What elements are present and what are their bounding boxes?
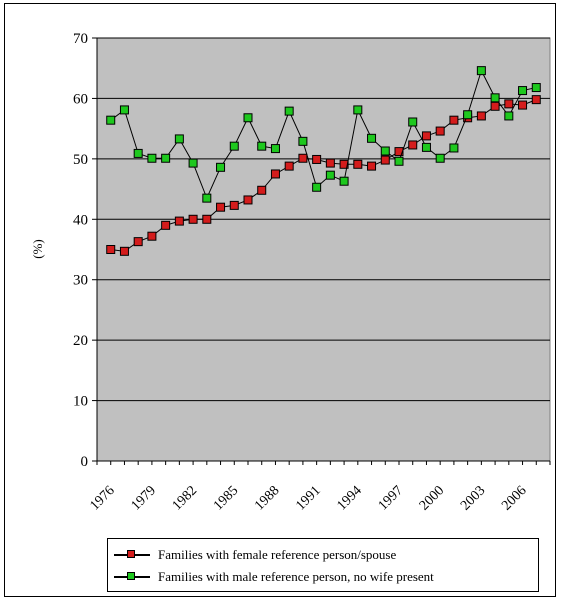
data-point-1 — [161, 153, 171, 163]
data-point-0 — [243, 195, 253, 205]
data-point-0 — [339, 159, 349, 169]
data-point-1 — [408, 117, 418, 127]
y-tick-label: 70 — [73, 31, 88, 47]
series — [106, 66, 541, 256]
data-point-1 — [394, 156, 404, 166]
data-point-0 — [325, 158, 335, 168]
data-point-1 — [476, 66, 486, 76]
data-point-0 — [531, 95, 541, 105]
x-tick-label: 1976 — [87, 483, 117, 513]
legend-line-male — [114, 572, 150, 580]
data-point-1 — [202, 193, 212, 203]
data-point-1 — [243, 113, 253, 123]
data-point-0 — [188, 214, 198, 224]
data-point-1 — [325, 170, 335, 180]
data-point-1 — [257, 141, 267, 151]
data-point-0 — [504, 99, 514, 109]
legend: Families with female reference person/sp… — [107, 538, 539, 592]
chart-frame — [4, 3, 556, 597]
data-point-0 — [421, 131, 431, 141]
x-tick-label: 2006 — [499, 483, 529, 513]
data-point-0 — [490, 101, 500, 111]
gridlines — [97, 37, 550, 402]
data-point-0 — [161, 220, 171, 230]
data-point-1 — [463, 110, 473, 120]
data-point-0 — [284, 161, 294, 171]
data-point-1 — [531, 83, 541, 93]
data-point-1 — [188, 158, 198, 168]
data-point-1 — [518, 86, 528, 96]
data-point-0 — [435, 126, 445, 136]
data-point-0 — [476, 111, 486, 121]
legend-item-female: Families with female reference person/sp… — [114, 546, 396, 564]
data-point-1 — [421, 142, 431, 152]
data-point-0 — [312, 154, 322, 164]
y-tick-label: 50 — [73, 152, 88, 168]
data-point-1 — [174, 134, 184, 144]
data-point-0 — [270, 169, 280, 179]
data-point-0 — [380, 155, 390, 165]
data-point-1 — [229, 141, 239, 151]
legend-label-male: Families with male reference person, no … — [158, 569, 434, 584]
legend-line-female — [114, 550, 150, 558]
data-point-1 — [490, 93, 500, 103]
x-tick-label: 1982 — [170, 483, 200, 513]
x-tick-label: 1985 — [211, 483, 241, 513]
x-tick-label: 1988 — [252, 483, 282, 513]
data-point-1 — [353, 105, 363, 115]
data-point-1 — [106, 115, 116, 125]
data-point-0 — [449, 115, 459, 125]
data-point-0 — [394, 147, 404, 157]
green-square-marker-icon — [127, 572, 135, 580]
data-point-0 — [518, 100, 528, 110]
data-point-0 — [353, 159, 363, 169]
data-point-0 — [119, 246, 129, 256]
y-tick-label: 10 — [73, 394, 88, 410]
data-point-0 — [133, 237, 143, 247]
data-point-0 — [202, 214, 212, 224]
data-point-0 — [229, 200, 239, 210]
data-point-1 — [312, 182, 322, 192]
data-point-0 — [298, 153, 308, 163]
data-point-0 — [367, 161, 377, 171]
data-point-1 — [216, 162, 226, 172]
legend-item-male: Families with male reference person, no … — [114, 568, 434, 586]
data-point-1 — [133, 148, 143, 158]
data-point-0 — [216, 202, 226, 212]
x-tick-label: 1991 — [293, 483, 323, 513]
x-tick-label: 2000 — [417, 483, 447, 513]
data-point-1 — [270, 144, 280, 154]
data-point-1 — [449, 143, 459, 153]
data-point-1 — [298, 136, 308, 146]
data-point-1 — [119, 105, 129, 115]
data-point-0 — [257, 185, 267, 195]
data-point-1 — [284, 106, 294, 116]
data-point-0 — [174, 216, 184, 226]
data-point-0 — [408, 140, 418, 150]
x-tick-label: 1994 — [335, 483, 365, 513]
x-tick-label: 1979 — [129, 483, 159, 513]
y-tick-label: 30 — [73, 273, 88, 289]
data-point-0 — [147, 231, 157, 241]
data-point-1 — [367, 133, 377, 143]
data-point-1 — [504, 111, 514, 121]
y-axis-label: (%) — [30, 239, 45, 259]
red-square-marker-icon — [127, 550, 135, 558]
data-point-1 — [380, 146, 390, 156]
y-tick-label: 40 — [73, 212, 88, 228]
data-point-1 — [339, 176, 349, 186]
x-tick-label: 2003 — [458, 483, 488, 513]
data-point-1 — [435, 153, 445, 163]
plot-area — [96, 37, 551, 462]
y-tick-label: 60 — [73, 91, 88, 107]
data-point-1 — [147, 153, 157, 163]
y-tick-label: 0 — [81, 454, 89, 470]
y-tick-label: 20 — [73, 333, 88, 349]
x-tick-label: 1997 — [376, 483, 406, 513]
legend-label-female: Families with female reference person/sp… — [158, 547, 397, 562]
data-point-0 — [106, 245, 116, 254]
